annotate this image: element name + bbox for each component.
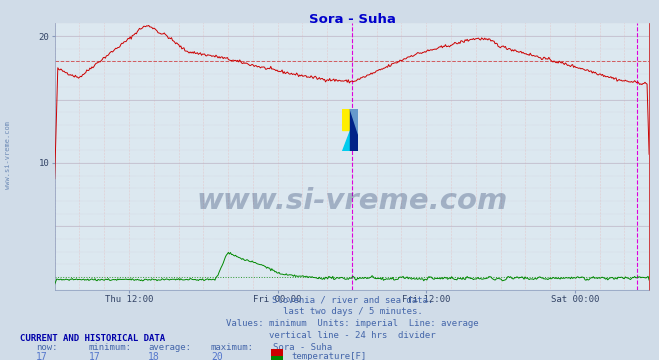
Text: Slovenia / river and sea data.: Slovenia / river and sea data. [272,295,433,304]
Text: 5: 5 [211,359,217,360]
Text: vertical line - 24 hrs  divider: vertical line - 24 hrs divider [270,331,436,340]
Text: flow[foot3/min]: flow[foot3/min] [292,359,372,360]
Text: www.si-vreme.com: www.si-vreme.com [196,187,507,215]
Text: 4: 4 [148,359,154,360]
Text: minimum:: minimum: [89,343,132,352]
Text: 4: 4 [36,359,42,360]
Text: www.si-vreme.com: www.si-vreme.com [5,121,11,189]
Text: CURRENT AND HISTORICAL DATA: CURRENT AND HISTORICAL DATA [20,334,165,343]
Text: now:: now: [36,343,58,352]
Text: 17: 17 [89,352,101,360]
Text: average:: average: [148,343,191,352]
Text: 17: 17 [36,352,48,360]
Text: 4: 4 [89,359,95,360]
Text: 18: 18 [148,352,160,360]
Text: last two days / 5 minutes.: last two days / 5 minutes. [283,307,422,316]
Text: 20: 20 [211,352,223,360]
Text: Values: minimum  Units: imperial  Line: average: Values: minimum Units: imperial Line: av… [226,319,479,328]
Text: temperature[F]: temperature[F] [292,352,367,360]
Text: Sora - Suha: Sora - Suha [273,343,333,352]
Text: maximum:: maximum: [211,343,254,352]
Text: Sora - Suha: Sora - Suha [309,13,396,26]
